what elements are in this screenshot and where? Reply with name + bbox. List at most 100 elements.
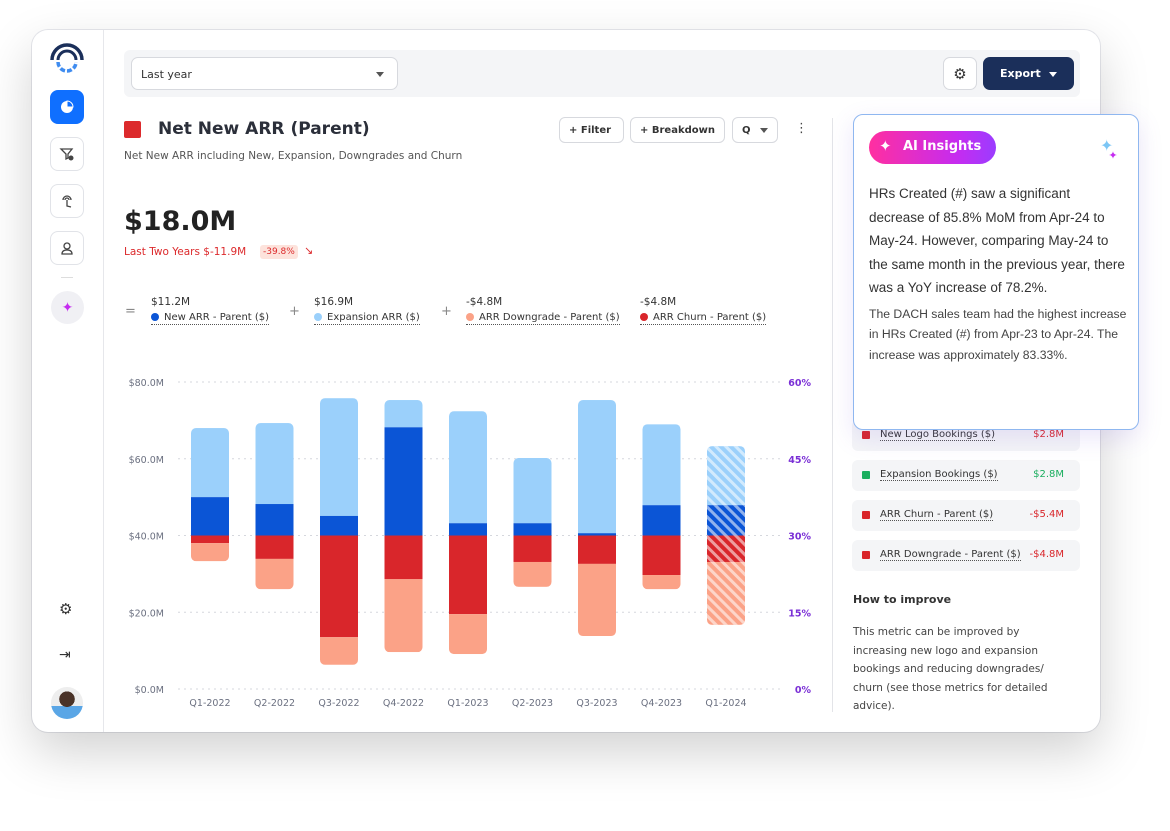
bar-segment-arr-2 <box>384 535 423 580</box>
bar-group-Q1-2022[interactable] <box>191 428 229 562</box>
component-2[interactable]: -$4.8M ARR Downgrade - Parent ($) <box>466 296 620 325</box>
component-label: New ARR - Parent ($) <box>164 312 270 323</box>
pie-chart-icon <box>61 100 74 113</box>
bar-group-Q4-2022[interactable] <box>384 400 423 653</box>
legend-dot <box>466 313 474 321</box>
driver-name: ARR Churn - Parent ($) <box>880 509 994 521</box>
bar-segment-new-0 <box>320 515 358 536</box>
projection-hatch <box>707 561 745 625</box>
ai-insights-badge[interactable]: ✦ AI Insights <box>869 131 996 164</box>
bar-segment-new-0 <box>384 427 423 536</box>
bar-segment-expansion-1 <box>578 400 616 534</box>
panel-divider <box>832 118 833 712</box>
bar-segment-new-0 <box>578 533 616 536</box>
x-tick-label: Q2-2022 <box>254 698 295 709</box>
component-value: $16.9M <box>314 296 354 308</box>
export-button[interactable]: Export <box>983 57 1074 90</box>
settings-icon[interactable]: ⚙ <box>59 600 73 618</box>
bar-group-Q3-2023[interactable] <box>578 400 616 637</box>
bar-segment-expansion-1 <box>513 457 552 524</box>
y2-tick-label: 15% <box>788 608 811 619</box>
projection-hatch <box>707 446 745 506</box>
component-value: -$4.8M <box>640 296 677 308</box>
component-3[interactable]: -$4.8M ARR Churn - Parent ($) <box>640 296 767 325</box>
period-select[interactable]: Last year <box>131 57 398 90</box>
bar-segment-arr-2 <box>320 535 358 638</box>
filter-button[interactable]: + Filter <box>559 117 624 143</box>
component-0[interactable]: $11.2M New ARR - Parent ($) <box>151 296 270 325</box>
bar-segment-expansion-1 <box>320 398 358 516</box>
user-icon <box>61 242 73 255</box>
granularity-value: Q <box>742 125 751 136</box>
settings-button[interactable]: ⚙ <box>943 57 977 90</box>
bar-group-Q1-2023[interactable] <box>449 411 487 655</box>
bar-segment-new-0 <box>642 505 681 536</box>
component-value: $11.2M <box>151 296 191 308</box>
bar-segment-arr-3 <box>320 637 358 665</box>
bar-segment-new-0 <box>513 523 552 536</box>
x-tick-label: Q1-2023 <box>447 698 488 709</box>
component-label: ARR Downgrade - Parent ($) <box>479 312 620 323</box>
metric-value: $18.0M <box>124 206 237 237</box>
trend-down-icon: ↘ <box>304 244 314 257</box>
operator: = <box>125 304 136 319</box>
more-options-icon[interactable]: ⋮ <box>795 121 808 136</box>
driver-row[interactable]: Expansion Bookings ($) $2.8M <box>852 460 1080 491</box>
bar-segment-arr-3 <box>191 543 229 562</box>
bar-segment-arr-2 <box>513 535 552 562</box>
driver-name: New Logo Bookings ($) <box>880 429 996 441</box>
y-tick-label: $80.0M <box>129 378 164 389</box>
ai-insight-secondary: The DACH sales team had the highest incr… <box>869 306 1127 362</box>
how-to-improve-title: How to improve <box>853 593 952 606</box>
driver-value: -$5.4M <box>1029 509 1064 520</box>
chevron-down-icon <box>1049 72 1057 77</box>
driver-row[interactable]: ARR Downgrade - Parent ($) -$4.8M <box>852 540 1080 571</box>
bar-group-Q2-2022[interactable] <box>255 423 294 590</box>
delta-text: Last Two Years $-11.9M <box>124 246 247 258</box>
driver-value: -$4.8M <box>1029 549 1064 560</box>
sidebar-item-ai[interactable]: ✦ <box>51 291 84 324</box>
component-value: -$4.8M <box>466 296 503 308</box>
page-title: Net New ARR (Parent) <box>158 119 370 139</box>
bar-segment-arr-3 <box>513 561 552 587</box>
y2-tick-label: 30% <box>788 532 811 543</box>
component-1[interactable]: $16.9M Expansion ARR ($) <box>314 296 420 325</box>
bar-group-Q1-2024[interactable] <box>707 446 745 625</box>
export-label: Export <box>1000 67 1041 80</box>
sparkle-icon: ✦ <box>879 137 892 155</box>
logout-icon[interactable]: ⇥ <box>59 647 71 663</box>
driver-value: $2.8M <box>1033 469 1064 480</box>
bar-group-Q4-2023[interactable] <box>642 424 681 590</box>
how-to-improve-text: This metric can be improved by increasin… <box>853 626 1048 712</box>
avatar[interactable] <box>51 687 83 719</box>
sidebar-item-funnel[interactable] <box>50 137 84 171</box>
y2-tick-label: 0% <box>795 685 812 696</box>
sidebar-item-dashboard[interactable] <box>50 90 84 124</box>
ai-insights-card <box>853 114 1139 430</box>
bar-segment-arr-2 <box>191 535 229 544</box>
bar-segment-new-0 <box>191 497 229 536</box>
sidebar-divider <box>61 277 73 278</box>
sidebar-item-user[interactable] <box>50 231 84 265</box>
y2-tick-label: 60% <box>788 378 811 389</box>
component-label: Expansion ARR ($) <box>327 312 420 323</box>
bar-group-Q3-2022[interactable] <box>320 398 358 665</box>
ai-insight-text: HRs Created (#) saw a significant decrea… <box>869 182 1129 365</box>
y-tick-label: $40.0M <box>129 532 164 543</box>
driver-name: Expansion Bookings ($) <box>880 469 998 481</box>
period-value: Last year <box>141 68 192 81</box>
driver-row[interactable]: ARR Churn - Parent ($) -$5.4M <box>852 500 1080 531</box>
bar-group-Q2-2023[interactable] <box>513 457 552 587</box>
y-tick-label: $60.0M <box>129 455 164 466</box>
y-tick-label: $20.0M <box>129 608 164 619</box>
bar-segment-expansion-1 <box>642 424 681 506</box>
granularity-select[interactable]: Q <box>732 117 778 143</box>
breakdown-button[interactable]: + Breakdown <box>630 117 725 143</box>
bar-segment-expansion-1 <box>449 411 487 524</box>
chevron-down-icon <box>376 72 384 77</box>
metric-color-swatch <box>124 121 141 138</box>
driver-swatch <box>862 551 870 559</box>
bar-segment-arr-3 <box>384 579 423 653</box>
x-tick-label: Q1-2022 <box>189 698 230 709</box>
sidebar-item-touch[interactable] <box>50 184 84 218</box>
